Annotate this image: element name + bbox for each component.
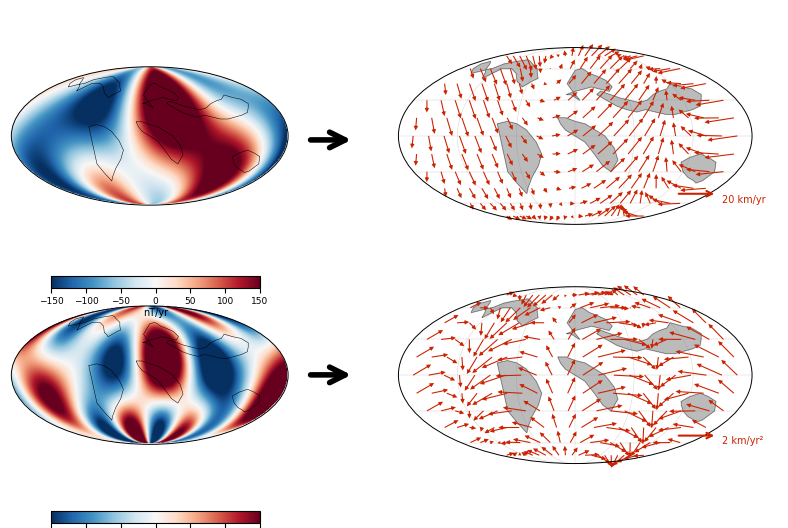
Text: 2 km/yr²: 2 km/yr² [722, 437, 764, 446]
Polygon shape [681, 393, 716, 422]
Polygon shape [597, 83, 701, 114]
Polygon shape [567, 308, 612, 340]
X-axis label: nT/yr: nT/yr [143, 308, 168, 318]
Polygon shape [471, 299, 538, 326]
Polygon shape [497, 121, 541, 194]
Polygon shape [471, 60, 538, 87]
Polygon shape [497, 361, 541, 433]
Text: 20 km/yr: 20 km/yr [722, 195, 765, 204]
Polygon shape [558, 357, 618, 411]
Polygon shape [558, 118, 618, 172]
Ellipse shape [399, 48, 752, 224]
Polygon shape [681, 154, 716, 183]
Ellipse shape [399, 287, 752, 464]
Polygon shape [567, 69, 612, 100]
Polygon shape [597, 323, 701, 353]
Ellipse shape [11, 67, 288, 205]
Ellipse shape [11, 306, 288, 445]
